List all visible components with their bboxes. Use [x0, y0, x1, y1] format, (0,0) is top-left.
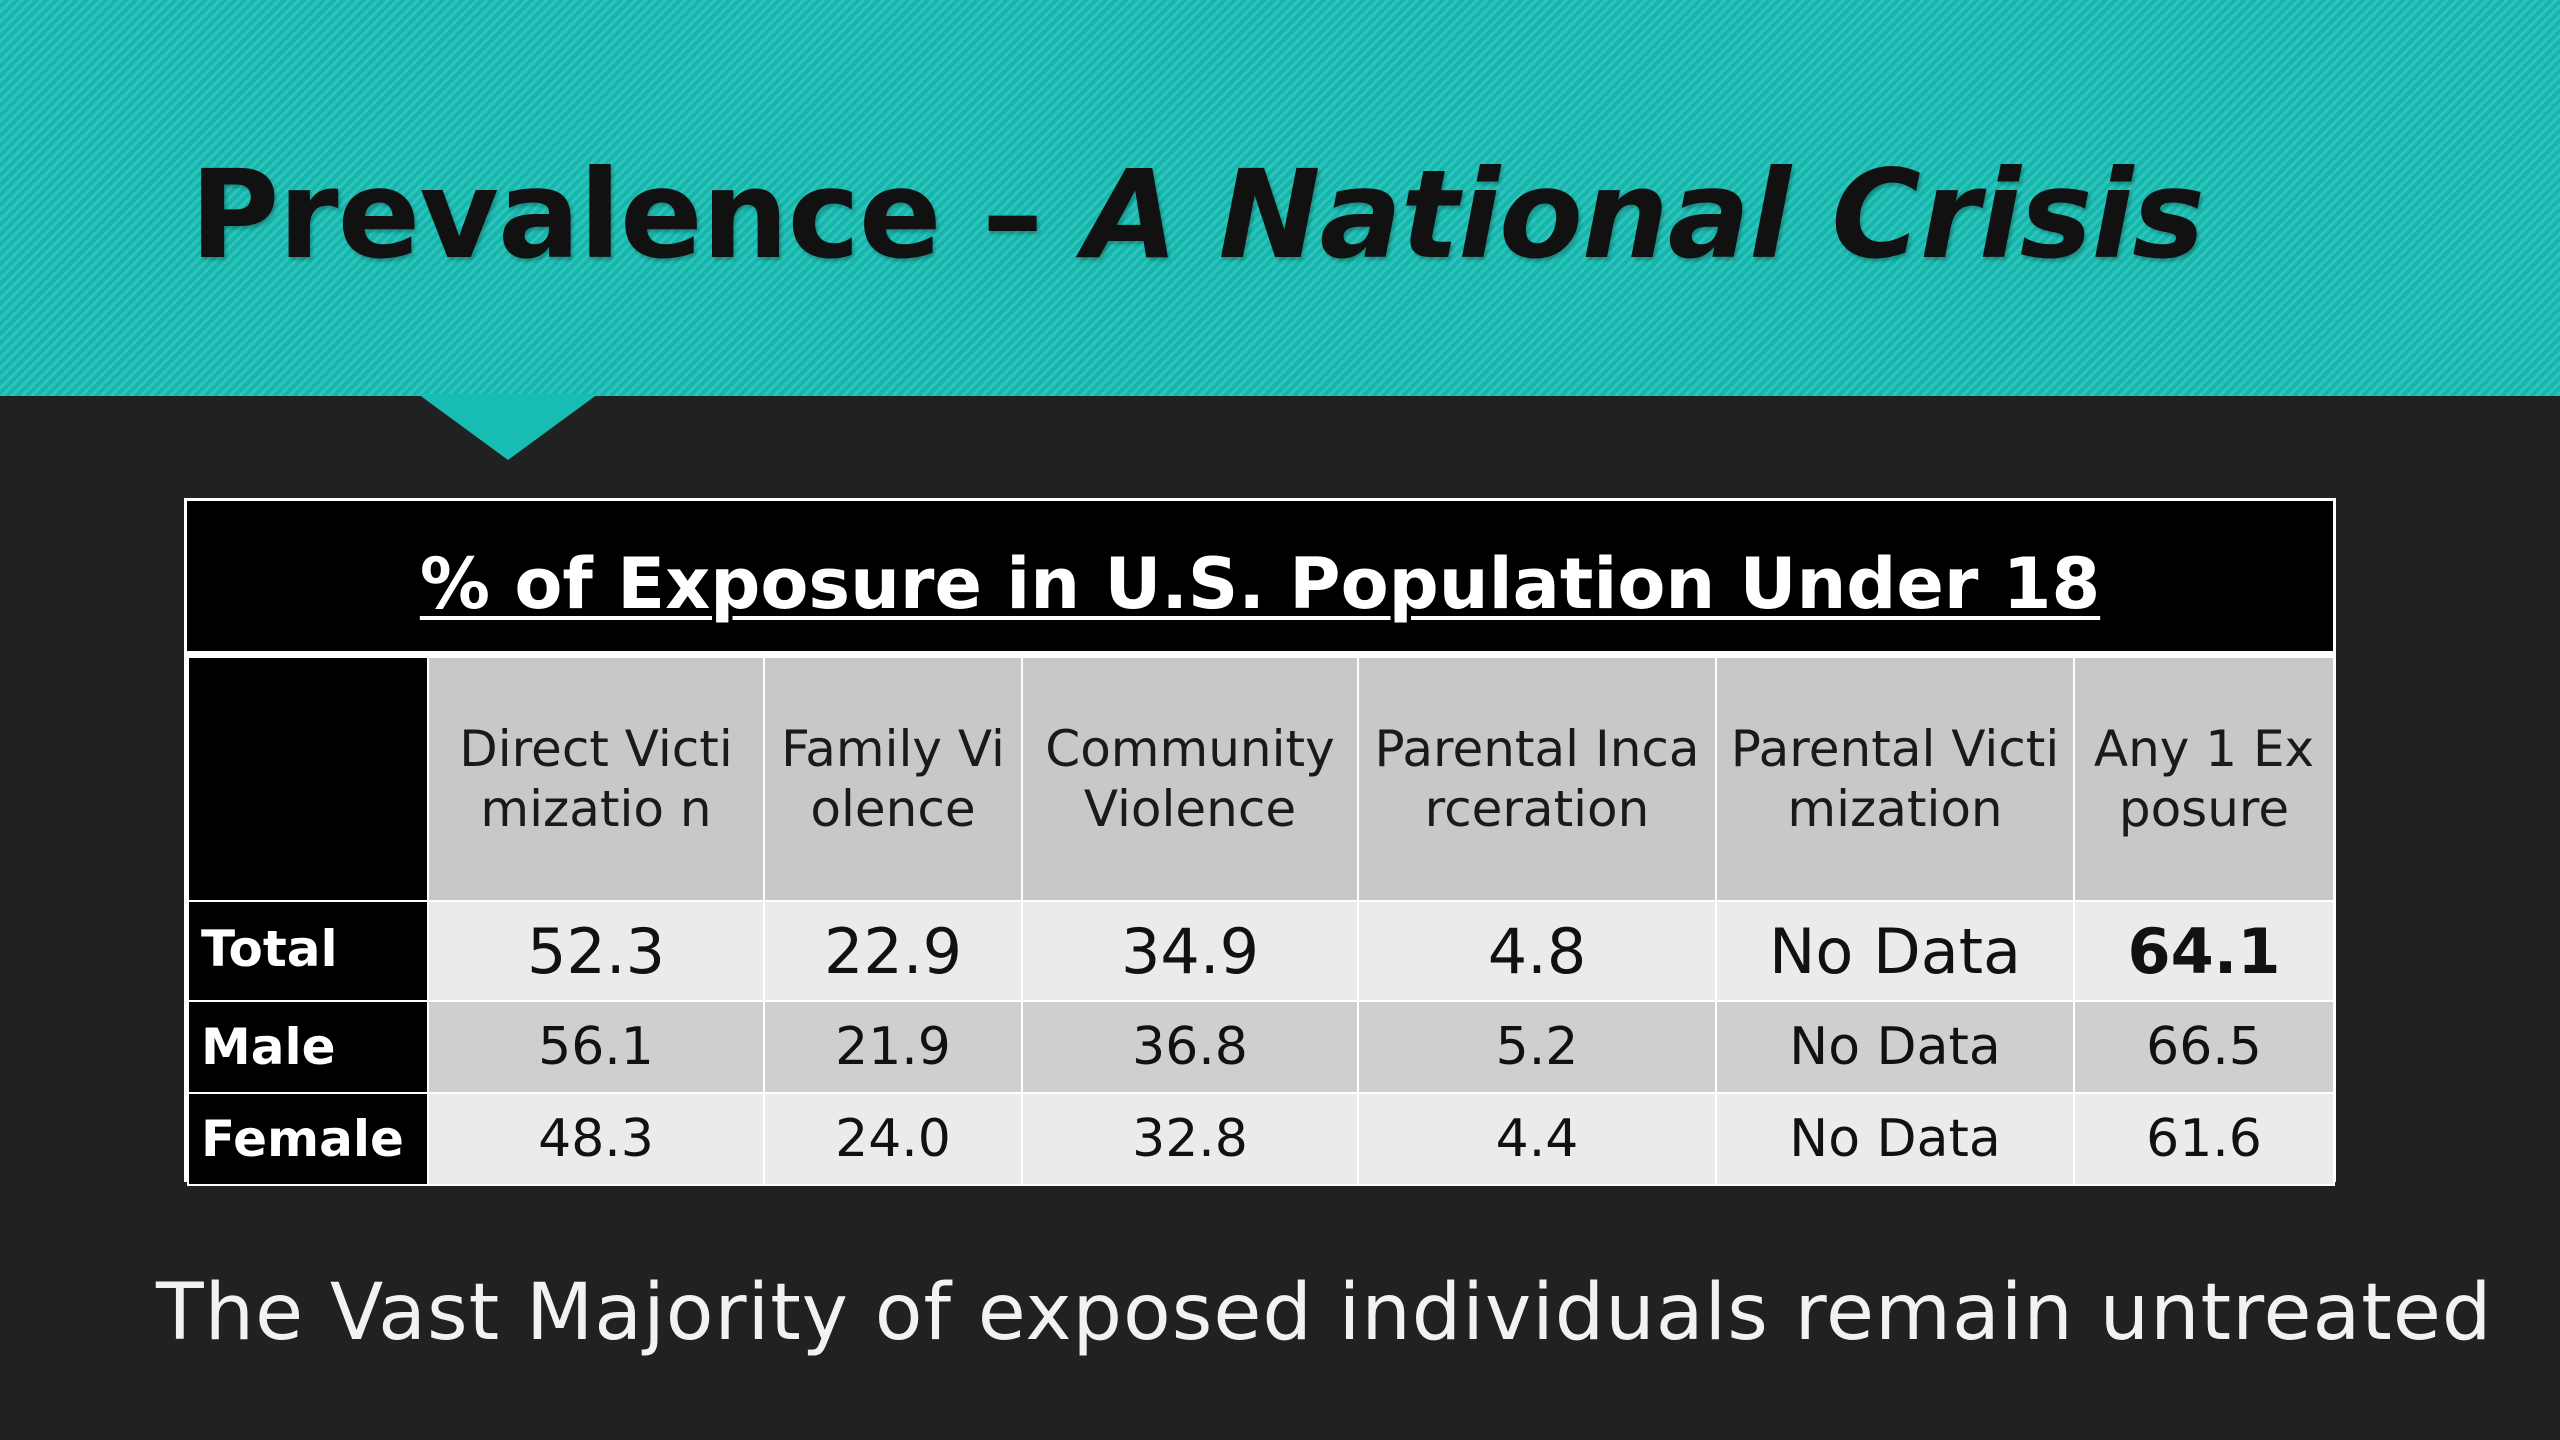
table-cell: 21.9 — [763, 1000, 1023, 1094]
footer-statement: The Vast Majority of exposed individuals… — [156, 1268, 2493, 1358]
col-header-direct-victimization: Direct Victimizatio n — [427, 656, 765, 902]
exposure-table: % of Exposure in U.S. Population Under 1… — [184, 498, 2336, 1186]
corner-cell — [187, 656, 429, 902]
table-cell: 34.9 — [1021, 900, 1359, 1002]
data-table: Direct Victimizatio n Family Violence Co… — [187, 656, 2335, 1186]
row-label-female: Female — [187, 1092, 429, 1186]
col-header-family-violence: Family Violence — [763, 656, 1023, 902]
table-cell: 22.9 — [763, 900, 1023, 1002]
table-cell: 36.8 — [1021, 1000, 1359, 1094]
header-band — [0, 0, 2560, 396]
slide-title: Prevalence – A National Crisis — [190, 140, 2205, 290]
col-header-parental-victimization: Parental Victimization — [1715, 656, 2075, 902]
header-pointer — [418, 394, 598, 460]
col-header-any-exposure: Any 1 Exposure — [2073, 656, 2335, 902]
table-cell: No Data — [1715, 1000, 2075, 1094]
table-cell: 4.8 — [1357, 900, 1717, 1002]
col-header-community-violence: Community Violence — [1021, 656, 1359, 902]
table-row-male: Male 56.1 21.9 36.8 5.2 No Data 66.5 — [187, 1000, 2335, 1094]
table-cell: 5.2 — [1357, 1000, 1717, 1094]
table-cell: No Data — [1715, 900, 2075, 1002]
header-row: Direct Victimizatio n Family Violence Co… — [187, 656, 2335, 902]
table-cell: 61.6 — [2073, 1092, 2335, 1186]
table-cell: 48.3 — [427, 1092, 765, 1186]
table-cell: 56.1 — [427, 1000, 765, 1094]
table-cell: 4.4 — [1357, 1092, 1717, 1186]
table-row-total: Total 52.3 22.9 34.9 4.8 No Data 64.1 — [187, 900, 2335, 1002]
table-cell: 52.3 — [427, 900, 765, 1002]
table-cell: 32.8 — [1021, 1092, 1359, 1186]
table-cell: 66.5 — [2073, 1000, 2335, 1094]
table-cell-highlight: 64.1 — [2073, 900, 2335, 1002]
table-row-female: Female 48.3 24.0 32.8 4.4 No Data 61.6 — [187, 1092, 2335, 1186]
table-caption: % of Exposure in U.S. Population Under 1… — [419, 543, 2101, 625]
col-header-parental-incarceration: Parental Incarceration — [1357, 656, 1717, 902]
title-emphasis: A National Crisis — [1083, 144, 2205, 286]
table-cell: 24.0 — [763, 1092, 1023, 1186]
title-plain: Prevalence – — [190, 144, 1084, 286]
row-label-male: Male — [187, 1000, 429, 1094]
row-label-total: Total — [187, 900, 429, 1002]
table-cell: No Data — [1715, 1092, 2075, 1186]
table-caption-bar: % of Exposure in U.S. Population Under 1… — [187, 501, 2333, 651]
